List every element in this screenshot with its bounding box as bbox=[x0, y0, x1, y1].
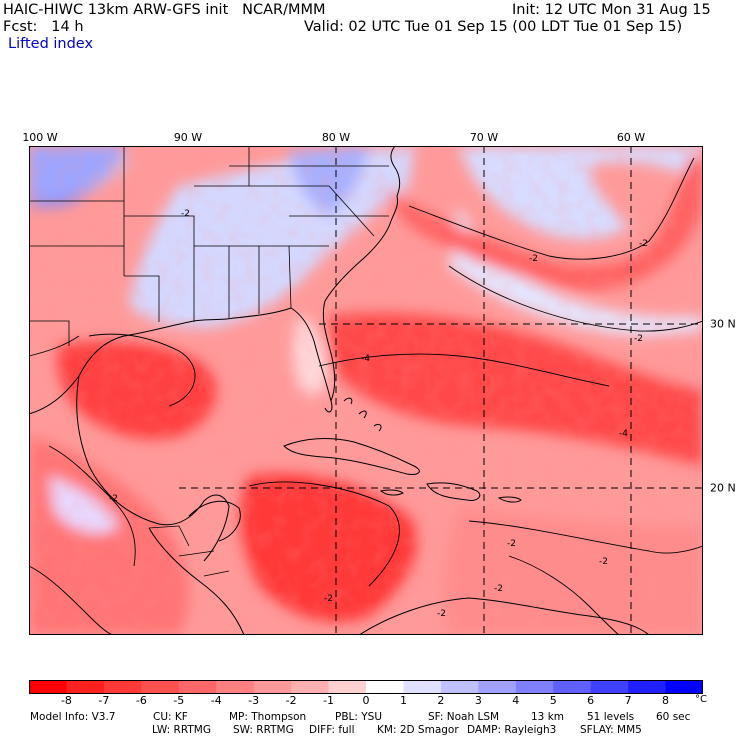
mexico-gulf-coast bbox=[76, 375, 230, 562]
bahamas-coast bbox=[343, 397, 382, 432]
contour-label: -2 bbox=[181, 209, 190, 219]
latlon-grid bbox=[179, 146, 703, 635]
lon-label-60w: 60 W bbox=[616, 131, 646, 144]
lon-label-70w: 70 W bbox=[469, 131, 499, 144]
colorbar-swatch bbox=[103, 680, 142, 694]
colorbar-swatch bbox=[366, 680, 404, 694]
colorbar-tick-label: 0 bbox=[362, 694, 370, 707]
contour-label: -4 bbox=[619, 429, 628, 439]
colorbar-swatch bbox=[216, 680, 255, 694]
contour-label: -2 bbox=[494, 584, 503, 594]
model-info-sflay: SFLAY: MM5 bbox=[580, 724, 642, 736]
colorbar-tick-label: 3 bbox=[474, 694, 482, 707]
model-info-cu: CU: KF bbox=[153, 711, 188, 723]
model-info-lw: LW: RRTMG bbox=[152, 724, 211, 736]
contour-label-group: -2 -2 -2 -2 -2 -4 -4 -2 -2 -2 -2 -2 bbox=[109, 209, 648, 619]
gulf-coast-us bbox=[29, 307, 333, 415]
model-info-label: Model Info: V3.7 bbox=[30, 711, 116, 723]
field-name: Lifted index bbox=[8, 36, 94, 52]
contour-label: -2 bbox=[634, 334, 643, 344]
colorbar-frame bbox=[29, 680, 703, 694]
lon-label-90w: 90 W bbox=[173, 131, 203, 144]
map-frame bbox=[29, 146, 703, 635]
model-title: HAIC-HIWC 13km ARW-GFS init NCAR/MMM bbox=[3, 2, 326, 18]
colorbar-swatch bbox=[29, 680, 67, 694]
colorbar-tick-label: -2 bbox=[285, 694, 297, 707]
model-info-km: KM: 2D Smagor bbox=[377, 724, 459, 736]
colorbar-tick-label: 1 bbox=[399, 694, 407, 707]
lat-label-30n: 30 N bbox=[710, 317, 736, 331]
forecast-hour: Fcst: 14 h bbox=[3, 19, 84, 35]
colorbar-tick-label: 2 bbox=[437, 694, 445, 707]
colorbar-tick-label: -4 bbox=[210, 694, 222, 707]
colorbar-swatch bbox=[403, 680, 442, 694]
hispaniola-coast bbox=[426, 482, 481, 501]
colorbar-swatch bbox=[66, 680, 105, 694]
colorbar-swatch bbox=[628, 680, 667, 694]
central-america-coast bbox=[148, 527, 245, 635]
yucatan-coast bbox=[188, 500, 241, 542]
puerto-rico-coast bbox=[497, 496, 522, 503]
florida-east-coast bbox=[322, 300, 336, 402]
colorbar-tick-label: 7 bbox=[624, 694, 632, 707]
lifted-index-map: -2 -2 -2 -2 -2 -4 -4 -2 -2 -2 -2 -2 bbox=[29, 146, 703, 635]
model-info-dt: 60 sec bbox=[656, 711, 691, 723]
atlantic-coast-us bbox=[324, 146, 401, 302]
contour-lines bbox=[29, 157, 703, 635]
colorbar bbox=[29, 680, 703, 694]
colorbar-tick-label: 6 bbox=[587, 694, 595, 707]
init-time: Init: 12 UTC Mon 31 Aug 15 bbox=[512, 2, 711, 18]
contour-label: -2 bbox=[109, 494, 118, 504]
colorbar-tick-label: -6 bbox=[135, 694, 147, 707]
contour-label: -2 bbox=[599, 557, 608, 567]
contour-label: -2 bbox=[529, 254, 538, 264]
colorbar-tick-label: 8 bbox=[662, 694, 670, 707]
model-info-sf: SF: Noah LSM bbox=[428, 711, 500, 723]
valid-time: Valid: 02 UTC Tue 01 Sep 15 (00 LDT Tue … bbox=[304, 19, 683, 35]
model-info-levels: 51 levels bbox=[587, 711, 635, 723]
colorbar-swatch bbox=[515, 680, 554, 694]
jamaica-coast bbox=[379, 489, 404, 496]
contour-label: -2 bbox=[437, 609, 446, 619]
colorbar-tick-label: -8 bbox=[60, 694, 72, 707]
lon-label-100w: 100 W bbox=[22, 131, 58, 144]
model-info-damp: DAMP: Rayleigh3 bbox=[467, 724, 557, 736]
colorbar-swatch bbox=[291, 680, 330, 694]
colorbar-tick-label: 4 bbox=[512, 694, 520, 707]
model-info-sw: SW: RRTMG bbox=[233, 724, 294, 736]
cuba-coast bbox=[283, 438, 420, 475]
colorbar-tick-label: -7 bbox=[98, 694, 110, 707]
colorbar-swatch bbox=[328, 680, 367, 694]
colorbar-swatch bbox=[141, 680, 180, 694]
contour-label: -2 bbox=[324, 594, 333, 604]
colorbar-swatch bbox=[253, 680, 292, 694]
model-info-diff: DIFF: full bbox=[309, 724, 355, 736]
colorbar-swatch bbox=[478, 680, 517, 694]
colorbar-tick-label: 5 bbox=[549, 694, 557, 707]
colorbar-unit: °C bbox=[695, 694, 707, 705]
colorbar-swatch bbox=[590, 680, 629, 694]
colorbar-swatch bbox=[440, 680, 479, 694]
political-borders bbox=[29, 146, 389, 577]
model-info-mp: MP: Thompson bbox=[229, 711, 307, 723]
model-info-pbl: PBL: YSU bbox=[335, 711, 383, 723]
model-info-res: 13 km bbox=[531, 711, 565, 723]
contour-label: -2 bbox=[507, 539, 516, 549]
colorbar-swatch bbox=[553, 680, 592, 694]
contour-label: -2 bbox=[639, 239, 648, 249]
south-america-coast bbox=[358, 597, 650, 635]
colorbar-tick-label: -5 bbox=[173, 694, 185, 707]
contour-label: -4 bbox=[361, 354, 370, 364]
lat-label-20n: 20 N bbox=[710, 481, 736, 495]
colorbar-swatch bbox=[178, 680, 217, 694]
colorbar-tick-label: -3 bbox=[248, 694, 260, 707]
colorbar-swatch bbox=[665, 680, 703, 694]
colorbar-tick-label: -1 bbox=[323, 694, 335, 707]
lon-label-80w: 80 W bbox=[321, 131, 351, 144]
coastlines bbox=[29, 146, 650, 635]
